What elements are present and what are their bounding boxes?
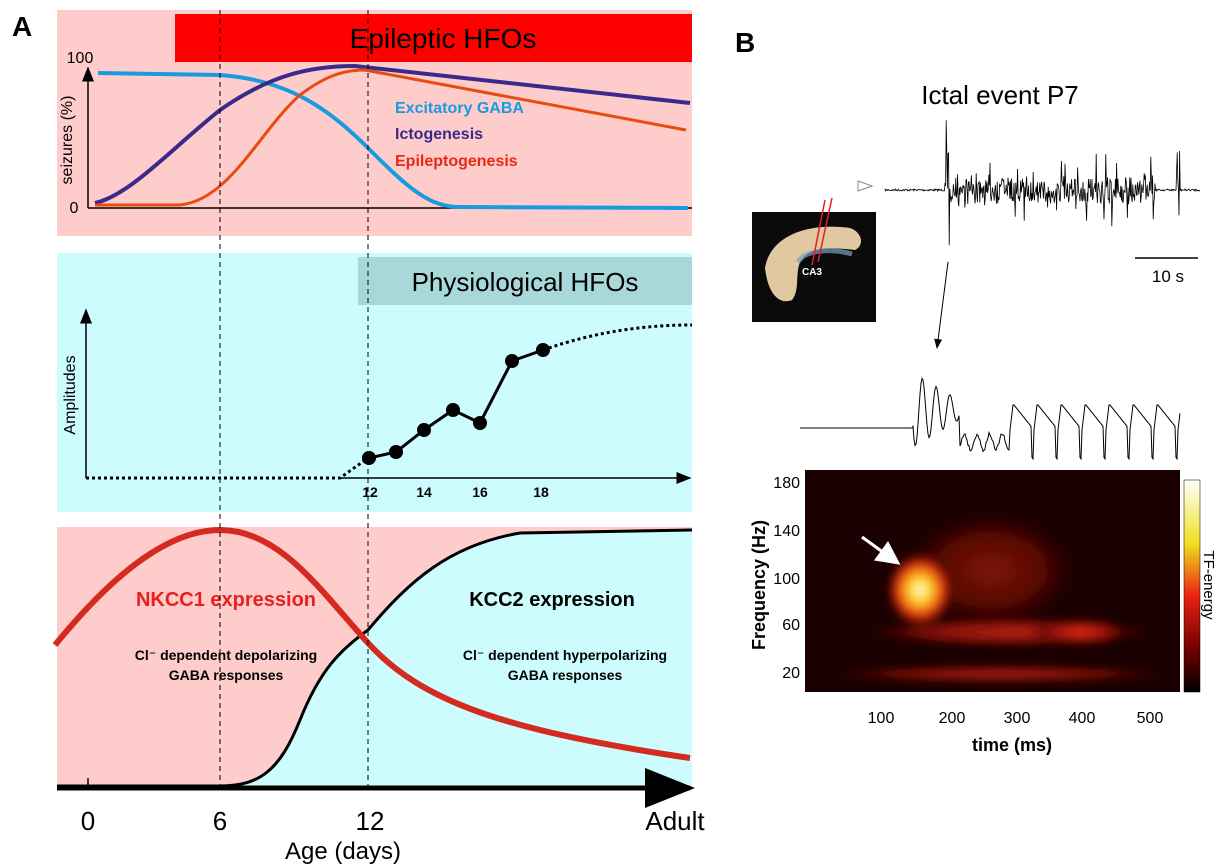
nkcc1-curve [52,526,691,761]
legend-item: Ictogenesis [395,126,483,143]
x-tick-label: 16 [472,484,488,500]
y-tick-label: 60 [782,617,800,634]
x-tick-label: 12 [356,806,385,836]
slice-label: CA3 [802,267,822,278]
x-tick-label: 400 [1069,710,1096,727]
label: KCC2 expression [469,589,635,611]
trace-zoom [800,377,1181,461]
banner-title: Epileptic HFOs [350,23,537,54]
x-tick-label: 0 [81,806,95,836]
x-tick-label: 14 [416,484,432,500]
points [362,343,550,465]
electrode-wire [825,185,858,199]
dotted-line [86,456,369,480]
legend-item: Epileptogenesis [395,153,518,170]
electrode [817,197,833,263]
y-tick-label: 180 [773,475,800,492]
label: Cl⁻ dependent depolarizing [135,647,317,663]
label: GABA responses [508,667,623,683]
legend-item: Excitatory GABA [395,100,524,117]
y-axis-label: Amplitudes [62,355,79,434]
x-tick-label: 12 [362,484,378,500]
y-axis-label: seizures (%) [59,96,76,185]
y-tick-label: 140 [773,523,800,540]
y-ticks: 180 140 100 60 20 [773,475,800,682]
x-tick-label: 300 [1004,710,1031,727]
banner-title: Physiological HFOs [412,267,639,297]
y-tick-label: 100 [773,571,800,588]
trace [884,120,1201,246]
y-tick-label: 100 [67,50,94,67]
electrode-tip [857,180,874,192]
trace-path [800,377,1181,461]
x-tick-label: 200 [939,710,966,727]
slice [765,226,862,302]
x-ticks: 100 200 300 400 500 [868,710,1164,727]
x-tick-label: Adult [645,806,705,836]
x-axis-label: Age (days) [285,838,401,864]
y-tick-label: 0 [70,200,79,217]
panel-label: A [12,11,32,42]
label: NKCC1 expression [136,589,316,611]
label: GABA responses [169,667,284,683]
trace-path [884,120,1201,246]
spectrogram-energy [820,510,1180,684]
kcc2-curve [57,528,693,788]
x-tick-label: 6 [213,806,227,836]
x-tick-label: 500 [1137,710,1164,727]
slice-layer [795,248,853,264]
banner [175,14,692,62]
dotted-line [542,323,693,352]
scale-label: 10 s [1152,267,1184,286]
panel-label: B [735,27,755,58]
arrow [934,261,949,349]
x-axis-label: time (ms) [972,735,1052,755]
y-tick-label: 20 [782,665,800,682]
title: Ictal event P7 [921,80,1079,110]
y-axis-label: Frequency (Hz) [749,520,769,650]
x-tick-label: 18 [533,484,549,500]
electrode [811,199,826,266]
x-tick-label: 100 [868,710,895,727]
colorbar-label: TF-energy [1200,550,1217,620]
banner [358,257,692,305]
region [220,530,692,788]
label: Cl⁻ dependent hyperpolarizing [463,647,667,663]
arrow [861,535,901,565]
colorbar [1183,479,1201,693]
curve [97,71,689,210]
curve [95,68,687,207]
